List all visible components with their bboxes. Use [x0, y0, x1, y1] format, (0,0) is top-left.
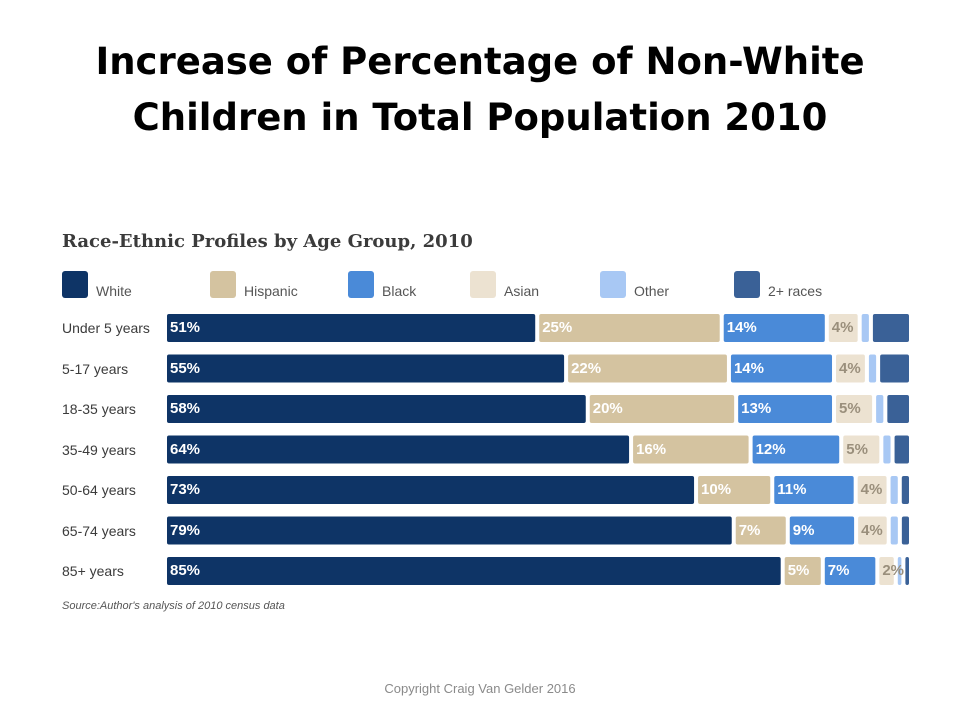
bar-segment [568, 354, 727, 383]
legend-label: Black [382, 283, 417, 299]
copyright-footer: Copyright Craig Van Gelder 2016 [384, 681, 576, 696]
bar-segment [167, 354, 565, 383]
category-label: Under 5 years [62, 320, 150, 336]
bar-segment [784, 557, 821, 585]
chart-source: Source:Author's analysis of 2010 census … [62, 600, 285, 612]
category-label: 85+ years [62, 563, 124, 579]
bar-segment [901, 516, 909, 545]
category-label: 50-64 years [62, 482, 136, 498]
bar-segment [167, 476, 695, 504]
bar-segment [836, 354, 865, 383]
bar-segment [735, 516, 786, 545]
legend-label: 2+ races [768, 283, 823, 299]
bar-segment [752, 435, 840, 464]
slide-title: Increase of Percentage of Non-White Chil… [95, 40, 865, 139]
bar-segment [857, 476, 887, 504]
category-label: 18-35 years [62, 401, 136, 417]
bar-segment [698, 476, 771, 504]
bar-segment [167, 557, 781, 585]
bar-segment [539, 314, 720, 342]
bar-segment [905, 557, 909, 585]
category-label: 65-74 years [62, 522, 136, 539]
legend-swatch [600, 271, 626, 298]
bar-segment [894, 435, 909, 464]
bar-segment [774, 476, 854, 504]
bar-segment [901, 476, 909, 504]
bar-segment [167, 516, 732, 545]
bar-segment [633, 435, 749, 464]
legend-swatch [210, 271, 236, 298]
bar-segment [879, 557, 894, 585]
bar-segment [880, 354, 909, 383]
bar-segment [890, 516, 898, 545]
bar-segment [872, 314, 909, 342]
bar-segment [843, 435, 880, 464]
legend-label: White [96, 283, 132, 299]
bar-segment [868, 354, 877, 383]
legend-swatch [470, 271, 496, 298]
category-label: 35-49 years [62, 441, 136, 458]
bar-segment [167, 395, 586, 423]
bar-segment [887, 395, 909, 423]
bar-segment [836, 395, 873, 423]
bar-segment [876, 395, 884, 423]
bar-segment [167, 314, 536, 342]
bar-segment [723, 314, 825, 342]
bar-segment [897, 557, 902, 585]
bar-segment [824, 557, 876, 585]
legend-label: Asian [504, 283, 540, 299]
chart-legend: White Hispanic Black Asian Other 2+ races [62, 271, 922, 299]
bar-segment [890, 476, 898, 504]
bar-segment [858, 516, 887, 545]
legend-swatch [62, 271, 88, 298]
legend-label: Hispanic [244, 283, 298, 299]
bar-segment [861, 314, 869, 342]
legend-label: Other [634, 283, 670, 299]
category-label: 5-17 years [62, 360, 129, 377]
bar-segment [589, 395, 735, 423]
bar-segment [738, 395, 833, 423]
chart-title: Race-Ethnic Profiles by Age Group, 2010 [62, 231, 473, 252]
bar-segment [883, 435, 891, 464]
bar-segment [730, 354, 833, 383]
legend-swatch [734, 271, 760, 298]
bar-segment [828, 314, 858, 342]
bar-segment [789, 516, 855, 545]
legend-swatch [348, 271, 374, 298]
bar-segment [167, 435, 630, 464]
